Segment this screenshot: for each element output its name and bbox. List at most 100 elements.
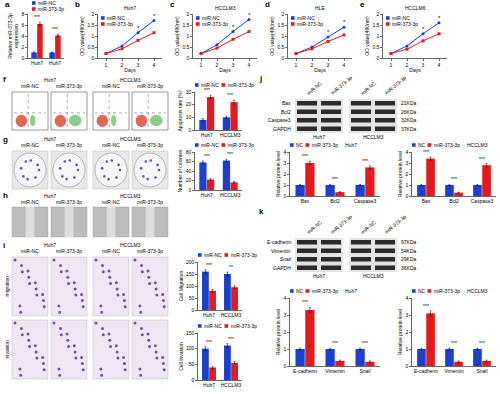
svg-text:NC: NC — [418, 142, 426, 148]
svg-text:1: 1 — [390, 62, 393, 68]
svg-text:miR-NC: miR-NC — [21, 248, 39, 254]
svg-text:4: 4 — [248, 62, 251, 68]
svg-text:0: 0 — [189, 127, 192, 133]
svg-text:2: 2 — [22, 44, 25, 50]
svg-text:2: 2 — [284, 171, 287, 177]
svg-text:Bax: Bax — [282, 100, 291, 106]
svg-text:Vimentin: Vimentin — [444, 368, 464, 374]
svg-text:***: *** — [204, 87, 210, 93]
svg-text:HCCLM3: HCCLM3 — [220, 132, 241, 138]
svg-text:100: 100 — [186, 345, 195, 351]
svg-text:***: *** — [332, 340, 338, 346]
svg-text:miR-NC: miR-NC — [392, 15, 410, 21]
svg-text:0: 0 — [187, 55, 190, 61]
svg-text:1.5: 1.5 — [182, 22, 189, 28]
svg-text:HCCLM3: HCCLM3 — [120, 77, 141, 83]
svg-text:miR-373-3p: miR-373-3p — [297, 21, 323, 27]
svg-text:Huh7: Huh7 — [124, 5, 136, 11]
svg-text:i: i — [3, 241, 5, 250]
svg-text:HCCLM3: HCCLM3 — [467, 288, 488, 294]
svg-text:Bcl2: Bcl2 — [449, 198, 459, 204]
svg-text:Huh7: Huh7 — [313, 273, 325, 279]
svg-text:54KDa: 54KDa — [401, 248, 417, 254]
svg-text:Huh7: Huh7 — [44, 136, 56, 142]
svg-text:miR-NC: miR-NC — [360, 219, 378, 235]
svg-text:0: 0 — [406, 363, 409, 369]
svg-text:**: ** — [229, 264, 233, 270]
svg-text:3: 3 — [232, 62, 235, 68]
svg-text:2: 2 — [406, 171, 409, 177]
svg-text:Huh7: Huh7 — [44, 242, 56, 248]
svg-text:60: 60 — [186, 158, 192, 164]
svg-text:37KDa: 37KDa — [401, 126, 417, 132]
svg-text:0: 0 — [282, 55, 285, 61]
svg-text:3: 3 — [284, 160, 287, 166]
svg-text:HCCLM3: HCCLM3 — [120, 242, 141, 248]
svg-text:miR-NC: miR-NC — [204, 252, 222, 258]
svg-text:0: 0 — [284, 363, 287, 369]
svg-text:miR-NC: miR-NC — [202, 15, 220, 21]
svg-text:***: *** — [362, 340, 368, 346]
svg-text:NC: NC — [296, 288, 304, 294]
svg-text:1: 1 — [282, 33, 285, 39]
svg-text:0.5: 0.5 — [182, 44, 189, 50]
svg-text:miR-373-3p: miR-373-3p — [329, 213, 353, 235]
svg-text:100: 100 — [186, 283, 195, 289]
svg-text:1: 1 — [406, 182, 409, 188]
svg-text:4: 4 — [343, 62, 346, 68]
svg-text:HCCLM3: HCCLM3 — [467, 142, 488, 148]
svg-text:6: 6 — [22, 22, 25, 28]
svg-text:***: *** — [362, 158, 368, 164]
svg-text:miR-373-3p: miR-373-3p — [312, 142, 338, 148]
svg-text:Huh7: Huh7 — [203, 312, 215, 318]
svg-text:GAPDH: GAPDH — [273, 126, 291, 132]
svg-text:NC: NC — [296, 142, 304, 148]
svg-text:HCCLM3: HCCLM3 — [215, 5, 236, 11]
svg-text:HLE: HLE — [315, 5, 325, 11]
svg-text:miR-373-3p: miR-373-3p — [383, 74, 407, 96]
svg-text:*: * — [153, 13, 156, 19]
svg-text:4: 4 — [284, 149, 287, 155]
svg-text:HCCLM3: HCCLM3 — [221, 312, 242, 318]
svg-text:miR-373-3p: miR-373-3p — [38, 6, 64, 12]
svg-text:1: 1 — [187, 33, 190, 39]
svg-text:30: 30 — [186, 89, 192, 95]
svg-text:4: 4 — [153, 62, 156, 68]
svg-text:miR-NC: miR-NC — [201, 142, 219, 148]
svg-text:Days: Days — [124, 67, 136, 73]
svg-text:0: 0 — [284, 193, 287, 199]
svg-text:OD value(490nm): OD value(490nm) — [364, 16, 370, 56]
svg-text:miR-NC: miR-NC — [21, 83, 39, 89]
svg-text:*: * — [232, 24, 235, 30]
svg-text:miR-373-3p: miR-373-3p — [434, 142, 460, 148]
svg-text:Huh7: Huh7 — [313, 134, 325, 140]
svg-text:Bax: Bax — [422, 198, 431, 204]
svg-text:miR-NC: miR-NC — [204, 323, 222, 329]
svg-text:***: *** — [204, 153, 210, 159]
svg-text:*: * — [137, 25, 140, 31]
svg-text:d: d — [265, 0, 270, 9]
svg-text:1: 1 — [200, 62, 203, 68]
svg-text:Huh7: Huh7 — [44, 77, 56, 83]
svg-text:miR-NC: miR-NC — [21, 199, 39, 205]
svg-text:E-cadherin: E-cadherin — [267, 239, 291, 245]
svg-text:0: 0 — [22, 55, 25, 61]
svg-text:HCCLM3: HCCLM3 — [221, 382, 242, 388]
svg-text:3: 3 — [284, 312, 287, 318]
svg-text:***: *** — [302, 299, 308, 305]
svg-text:NC: NC — [418, 288, 426, 294]
svg-text:miR-373-3p: miR-373-3p — [228, 142, 254, 148]
svg-text:97KDa: 97KDa — [401, 239, 417, 245]
svg-text:Bax: Bax — [301, 198, 310, 204]
svg-text:50: 50 — [189, 361, 195, 367]
svg-text:4: 4 — [438, 62, 441, 68]
svg-text:Caspase3: Caspase3 — [471, 198, 494, 204]
svg-text:miR-373-3p: miR-373-3p — [56, 83, 82, 89]
svg-text:***: *** — [423, 303, 429, 309]
svg-text:150: 150 — [186, 330, 195, 336]
svg-text:Huh7: Huh7 — [203, 382, 215, 388]
svg-text:Snail: Snail — [359, 368, 370, 374]
svg-text:Bcl2: Bcl2 — [330, 198, 340, 204]
svg-text:miR-NC: miR-NC — [102, 83, 120, 89]
svg-text:miR-NC: miR-NC — [360, 80, 378, 96]
